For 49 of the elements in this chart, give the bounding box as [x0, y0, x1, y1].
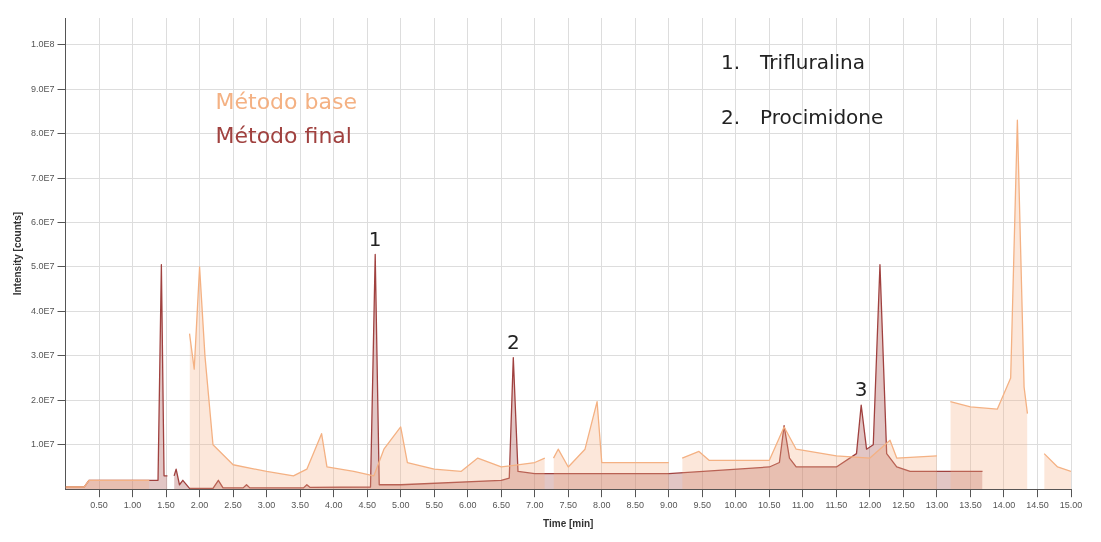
y-tick-label: 2.0E7: [30, 394, 55, 405]
x-tick-label: 14.50: [1026, 500, 1049, 511]
x-tick-label: 15.00: [1059, 500, 1083, 511]
x-tick-label: 2.50: [224, 500, 242, 511]
x-tick-label: 6.00: [458, 500, 477, 511]
x-axis-title: Time [min]: [543, 517, 594, 529]
x-tick-label: 9.00: [660, 500, 678, 511]
y-tick-label: 8.0E7: [30, 128, 55, 139]
x-tick-label: 10.00: [724, 500, 748, 511]
y-tick-label: 7.0E7: [30, 172, 55, 183]
x-tick-label: 5.00: [391, 500, 410, 511]
y-axis-title: Intensity [counts]: [11, 211, 23, 296]
x-tick-label: 8.00: [593, 500, 611, 511]
x-tick-label: 11.50: [825, 500, 848, 511]
y-tick-label: 6.0E7: [30, 216, 55, 227]
x-tick-label: 14.00: [992, 500, 1016, 511]
text: Método final: [215, 122, 352, 148]
x-tick-label: 5.50: [425, 500, 443, 511]
y-tick-label: 3.0E7: [30, 350, 55, 361]
x-tick-label: 11.00: [791, 500, 814, 511]
x-tick-label: 4.50: [358, 500, 376, 511]
y-tick-label: 9.0E7: [30, 83, 55, 94]
x-tick-label: 10.50: [758, 500, 781, 511]
x-tick-label: 6.50: [492, 500, 510, 511]
x-tick-label: 13.50: [959, 500, 982, 511]
x-tick-label: 3.00: [257, 500, 276, 511]
text: Método base: [215, 88, 357, 114]
x-tick-label: 1.00: [123, 500, 142, 511]
x-tick-label: 3.50: [291, 500, 309, 511]
x-tick-label: 7.00: [525, 500, 544, 511]
y-tick-label: 4.0E7: [30, 305, 55, 316]
y-tick-label: 1.0E8: [30, 39, 55, 50]
x-tick-label: 1.50: [157, 500, 175, 511]
x-tick-label: 2.00: [190, 500, 209, 511]
x-tick-label: 12.50: [892, 500, 915, 511]
x-tick-label: 13.00: [925, 500, 949, 511]
x-tick-label: 7.50: [559, 500, 578, 511]
annotation: 1: [368, 226, 382, 251]
x-tick-label: 12.00: [858, 500, 882, 511]
annotation: 1. Trifluralina: [721, 50, 865, 75]
y-tick-label: 1.0E7: [30, 439, 55, 450]
x-tick-label: 4.00: [324, 500, 343, 511]
x-tick-label: 0.50: [90, 500, 108, 511]
y-tick-label: 5.0E7: [30, 261, 55, 272]
x-tick-label: 8.50: [626, 500, 645, 511]
annotation: 2. Procimidone: [721, 105, 884, 130]
annotation: 3: [854, 377, 868, 402]
annotation: 2: [506, 329, 520, 354]
x-tick-label: 9.50: [693, 500, 712, 511]
